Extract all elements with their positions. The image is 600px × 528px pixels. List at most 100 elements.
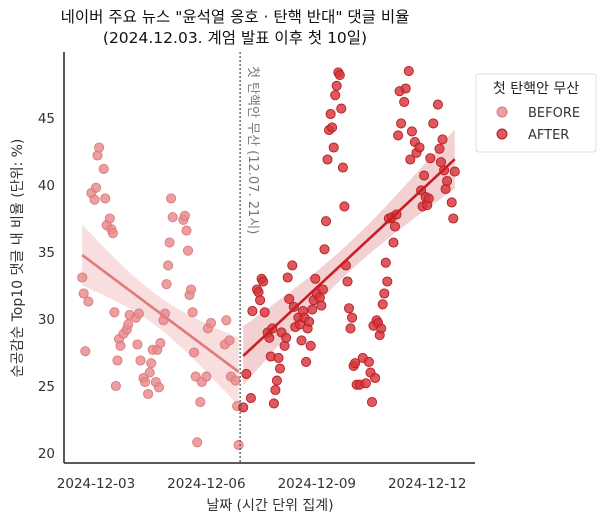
data-point-after (370, 372, 381, 384)
y-tick-label: 35 (38, 245, 55, 261)
data-point-after (437, 134, 448, 145)
data-point-before (146, 358, 157, 369)
data-point-after (241, 368, 252, 379)
data-point-before (143, 388, 154, 400)
legend: 첫 탄핵안 무산 BEFORE AFTER (475, 73, 597, 153)
data-point-before (182, 245, 194, 256)
legend-marker-before (496, 106, 508, 118)
data-point-after (360, 378, 371, 389)
x-ticks: 2024-12-03 2024-12-06 2024-12-09 2024-12-12 (57, 476, 467, 492)
scatter-points (77, 66, 460, 451)
data-point-before (90, 182, 102, 193)
data-point-before (201, 371, 212, 382)
data-point-before (230, 375, 241, 386)
data-point-after (363, 356, 374, 367)
y-axis-label: 순공감순 Top10 댓글 내 비율 (단위: %) (10, 139, 26, 378)
data-point-after (399, 96, 410, 107)
data-point-before (164, 237, 175, 248)
data-point-after (325, 108, 336, 120)
data-point-after (376, 323, 387, 334)
data-point-after (442, 175, 453, 187)
data-point-after (238, 402, 249, 413)
x-tick-label: 2024-12-09 (278, 476, 356, 492)
data-point-before (144, 367, 155, 378)
data-point-before (110, 380, 121, 392)
data-point-after (282, 272, 293, 283)
data-point-after (406, 126, 417, 137)
data-point-after (317, 284, 328, 295)
y-tick-label: 45 (38, 111, 55, 127)
regression-line-after (242, 158, 456, 357)
data-point-after (425, 153, 436, 164)
data-point-before (94, 142, 105, 153)
data-point-before (205, 317, 217, 329)
data-point-after (380, 257, 391, 268)
data-point-before (189, 347, 200, 358)
data-point-before (83, 296, 94, 307)
y-ticks: 20 25 30 35 40 45 (38, 111, 55, 462)
data-point-after (287, 260, 298, 271)
y-tick-label: 40 (38, 178, 55, 194)
data-point-after (310, 273, 321, 284)
data-point-before (133, 308, 144, 319)
data-point-before (107, 228, 118, 239)
data-point-after (331, 80, 342, 91)
data-point-after (328, 142, 339, 153)
data-point-before (109, 307, 120, 318)
data-point-after (388, 237, 399, 248)
data-point-after (382, 276, 393, 287)
data-point-before (221, 315, 232, 326)
data-point-after (434, 143, 445, 154)
data-point-after (400, 83, 411, 94)
data-point-after (307, 304, 318, 315)
data-point-after (304, 316, 315, 327)
data-point-after (305, 340, 316, 351)
data-point-after (258, 276, 269, 287)
data-point-before (192, 437, 203, 448)
data-point-after (336, 103, 347, 114)
legend-title: 첫 탄핵안 무산 (493, 81, 579, 97)
data-point-before (163, 260, 174, 271)
data-point-after (245, 393, 256, 404)
data-point-before (112, 355, 123, 366)
data-point-before (135, 355, 146, 366)
x-tick-label: 2024-12-12 (388, 476, 466, 492)
data-point-after (273, 352, 284, 363)
data-point-after (350, 358, 361, 369)
data-point-after (405, 154, 416, 165)
y-tick-label: 30 (38, 312, 55, 328)
data-point-after (339, 201, 350, 212)
x-tick-label: 2024-12-06 (167, 476, 245, 492)
data-point-after (393, 130, 404, 141)
data-point-before (100, 193, 111, 204)
data-point-after (449, 166, 460, 177)
regression-line-before (81, 254, 240, 373)
data-point-after (428, 118, 439, 129)
y-tick-label: 25 (38, 379, 55, 395)
data-point-after (423, 193, 434, 204)
data-point-before (123, 319, 134, 330)
data-point-after (281, 332, 292, 343)
data-point-after (271, 375, 282, 386)
data-point-after (296, 335, 307, 346)
event-marker-label: 첫 탄핵안 무산 (12.07. 21시) (245, 66, 260, 234)
data-point-after (255, 295, 266, 306)
legend-label-after: AFTER (528, 128, 569, 143)
data-point-after (327, 122, 338, 133)
x-tick-label: 2024-12-03 (57, 476, 135, 492)
data-point-after (366, 397, 378, 408)
legend-marker-after (496, 128, 508, 140)
data-point-after (389, 221, 401, 232)
y-tick-label: 20 (38, 446, 55, 462)
data-point-after (419, 170, 430, 181)
data-point-after (345, 323, 356, 334)
data-point-after (347, 312, 358, 323)
data-point-after (319, 244, 330, 255)
data-point-after (377, 299, 388, 310)
data-point-before (78, 288, 89, 299)
data-point-after (379, 288, 390, 299)
data-point-after (343, 303, 355, 314)
chart-title: 네이버 주요 뉴스 "윤석열 옹호 · 탄핵 반대" 댓글 비율 (61, 8, 410, 26)
data-point-before (89, 194, 100, 205)
data-point-after (316, 300, 327, 311)
